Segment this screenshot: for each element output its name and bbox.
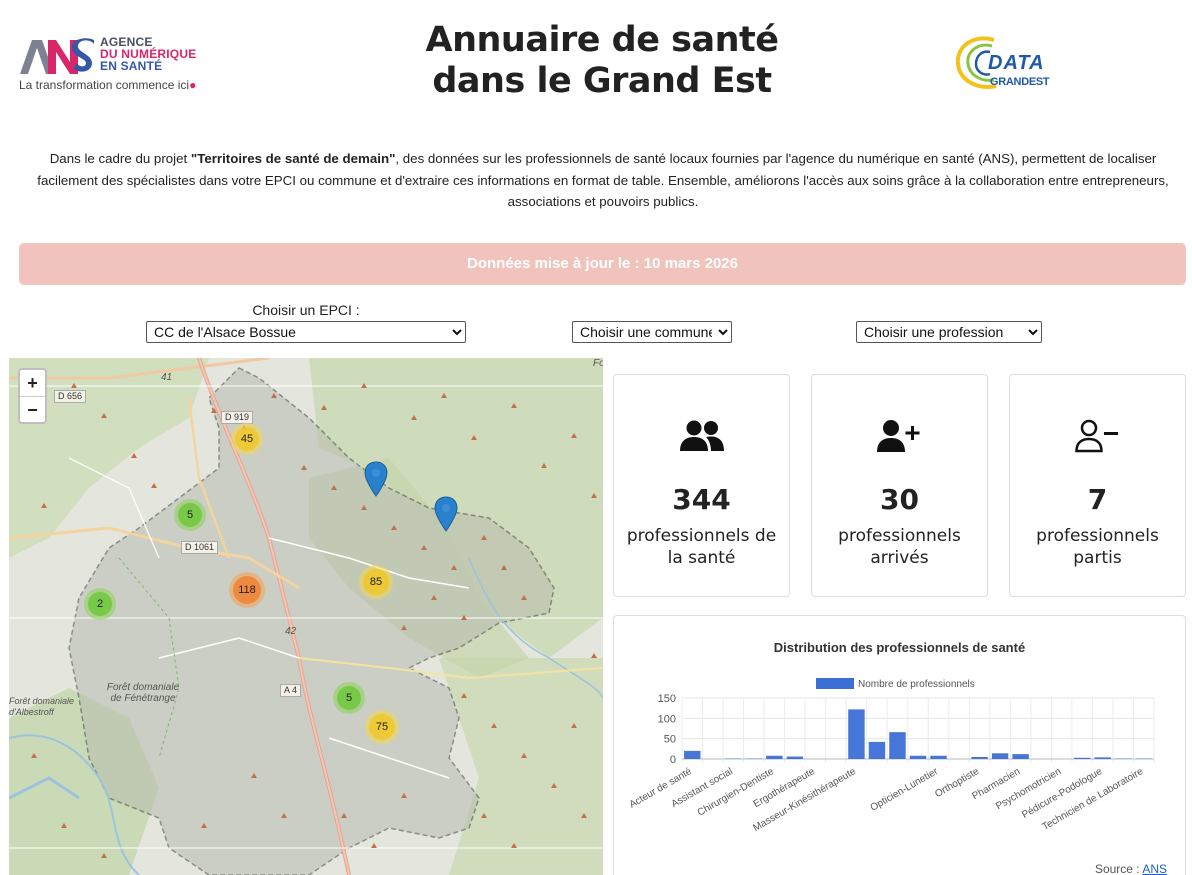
data-logo-word: DATA	[988, 52, 1045, 74]
bar	[1073, 757, 1091, 759]
stat-departed-value: 7	[1087, 483, 1108, 516]
x-tick-label: Opticien-Lunetier	[869, 766, 941, 814]
zoom-control: + −	[18, 368, 47, 424]
y-tick-label: 150	[658, 693, 676, 705]
map-cluster[interactable]: 85	[359, 565, 393, 599]
road-number-42: 42	[285, 626, 297, 637]
bar	[889, 732, 906, 759]
zoom-out-button[interactable]: −	[20, 396, 45, 422]
chart-card: Distribution des professionnels de santé…	[613, 615, 1186, 875]
legend-label: Nombre de professionnels	[858, 679, 975, 690]
y-tick-label: 100	[658, 713, 676, 725]
road-label-d1061: D 1061	[181, 541, 219, 554]
ans-logo-line1: AGENCE	[100, 35, 153, 49]
map-marker-icon[interactable]	[434, 496, 458, 532]
stat-card-departed: 7 professionnels partis	[1009, 374, 1186, 597]
map-corner-label: Fo	[593, 358, 603, 369]
epci-select[interactable]: CC de l'Alsace Bossue	[146, 321, 466, 343]
y-tick-label: 0	[670, 754, 676, 766]
page-title: Annuaire de santé dans le Grand Est	[425, 20, 779, 101]
bar	[786, 756, 804, 759]
data-grandest-swirl-icon	[955, 36, 997, 89]
user-minus-icon	[1074, 419, 1118, 453]
ans-logo-line2: DU NUMÉRIQUE	[100, 47, 197, 61]
intro-text: Dans le cadre du projet "Territoires de …	[37, 151, 1169, 209]
map-base-layer	[9, 358, 603, 875]
road-label-a4: A 4	[280, 684, 302, 697]
bar-chart: Nombre de professionnels050100150Acteur …	[628, 678, 1155, 834]
map-cluster[interactable]: 5	[333, 682, 365, 714]
bar	[991, 753, 1009, 759]
bar	[909, 755, 927, 759]
stat-total-value: 344	[672, 483, 731, 516]
stat-total-label: professionnels de la santé	[626, 526, 777, 568]
stat-card-total: 344 professionnels de la santé	[613, 374, 790, 597]
map-cluster[interactable]: 75	[365, 710, 399, 744]
ans-logo: AGENCE DU NUMÉRIQUE EN SANTÉ La transfor…	[18, 34, 218, 96]
bar	[868, 741, 886, 759]
bar	[766, 755, 783, 759]
location-pin-icon: ●	[189, 78, 197, 92]
stat-departed-label: professionnels partis	[1036, 526, 1159, 568]
forest-label-fenetrange: Forêt domaniale de Fénétrange	[106, 682, 180, 704]
project-name: "Territoires de santé de demain"	[190, 151, 396, 166]
stat-arrived-value: 30	[880, 483, 919, 516]
road-label-d656: D 656	[54, 390, 87, 403]
zoom-in-button[interactable]: +	[27, 373, 38, 393]
ans-tagline: La transformation commence ici●	[19, 78, 197, 92]
chart-title: Distribution des professionnels de santé	[773, 640, 1026, 655]
bar	[1012, 754, 1029, 759]
bar	[848, 709, 865, 759]
users-icon	[679, 420, 724, 451]
bar	[971, 756, 988, 759]
bar	[1094, 757, 1111, 759]
update-banner: Données mise à jour le : 10 mars 2026	[19, 243, 1186, 285]
stat-card-arrived: 30 professionnels arrivés	[811, 374, 988, 597]
stat-arrived-label: professionnels arrivés	[838, 526, 961, 568]
forest-label-albestroff: Forêt domaniale d'Albestroff	[9, 696, 75, 717]
source-link[interactable]: ANS	[1142, 862, 1167, 875]
profession-select[interactable]: Choisir une profession	[856, 321, 1042, 343]
data-grandest-logo: DATA GRANDEST	[954, 34, 1064, 94]
map-cluster[interactable]: 45	[231, 423, 263, 455]
map[interactable]: + − D 656 D 919 D 1061 A 4 41 42 Forêt d…	[9, 358, 603, 875]
bar	[684, 750, 701, 759]
legend-swatch	[816, 678, 854, 689]
user-plus-icon	[876, 420, 919, 452]
map-cluster[interactable]: 2	[84, 588, 116, 620]
data-logo-sub: GRANDEST	[990, 76, 1050, 88]
road-number-41: 41	[161, 372, 173, 383]
source-note: Source : ANS	[1094, 862, 1167, 875]
map-cluster[interactable]: 5	[174, 499, 206, 531]
commune-select[interactable]: Choisir une commune	[572, 321, 732, 343]
bar	[930, 755, 947, 759]
road-label-d919: D 919	[221, 411, 254, 424]
ans-letters-icon	[20, 38, 94, 74]
y-tick-label: 50	[664, 734, 676, 746]
map-cluster[interactable]: 118	[229, 572, 265, 608]
map-marker-icon[interactable]	[364, 461, 388, 497]
ans-logo-line3: EN SANTÉ	[100, 59, 163, 73]
epci-label: Choisir un EPCI :	[252, 302, 360, 318]
